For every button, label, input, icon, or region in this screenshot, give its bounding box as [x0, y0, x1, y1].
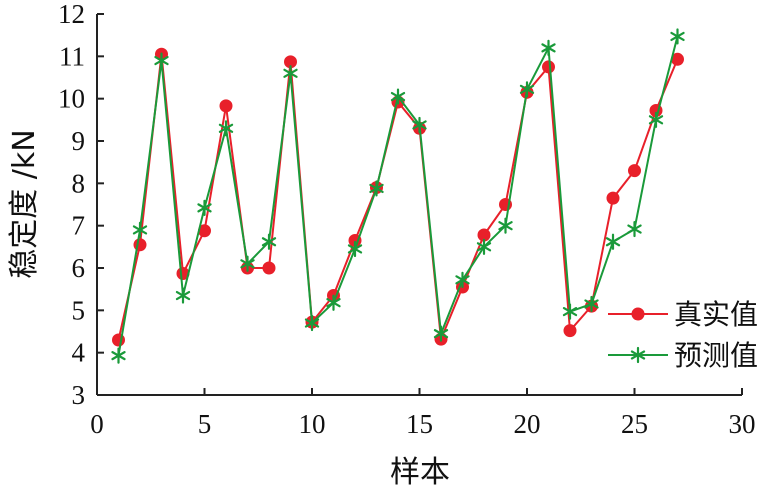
- legend: 真实值 预测值: [608, 298, 758, 372]
- data-point: [455, 271, 470, 288]
- data-point: [390, 88, 406, 105]
- data-point: [476, 238, 492, 255]
- star-stroke: [476, 242, 492, 252]
- axes: [96, 14, 742, 396]
- data-point: [132, 221, 148, 238]
- data-point: [175, 287, 191, 304]
- y-tick-label: 8: [72, 168, 86, 198]
- data-point: [261, 233, 277, 250]
- data-point: [605, 233, 621, 250]
- star-stroke: [498, 221, 513, 231]
- legend-circle: [631, 307, 645, 321]
- series-layer: [111, 28, 685, 364]
- data-point: [606, 191, 620, 205]
- x-tick-label: 15: [406, 409, 433, 439]
- data-point: [219, 99, 233, 113]
- data-point: [240, 255, 255, 272]
- data-point: [111, 347, 126, 364]
- star-stroke: [347, 244, 363, 254]
- star-stroke: [390, 91, 406, 102]
- star-stroke: [197, 203, 212, 213]
- data-point: [304, 314, 320, 332]
- star-stroke: [283, 68, 298, 78]
- star-stroke: [240, 259, 255, 269]
- data-point: [563, 324, 577, 338]
- y-tick-label: 7: [72, 211, 86, 241]
- data-point: [197, 199, 212, 216]
- data-point: [541, 39, 556, 56]
- y-tick-label: 10: [58, 84, 85, 114]
- data-point: [670, 28, 685, 45]
- y-tick-label: 4: [72, 338, 86, 368]
- series-predicted-values: [111, 28, 685, 364]
- ticks: 0 5 10 15 20 25 30 3 4 5 6 7 8 9 10 11 12: [58, 0, 756, 439]
- star-stroke: [132, 225, 148, 235]
- data-point: [433, 325, 449, 342]
- data-point: [648, 111, 664, 128]
- star-stroke: [218, 123, 234, 133]
- data-point: [283, 65, 298, 82]
- star-stroke: [455, 275, 470, 285]
- star-stroke: [541, 43, 556, 53]
- data-point: [369, 180, 384, 197]
- star-stroke: [627, 224, 642, 234]
- series-true-values: [112, 47, 684, 347]
- star-stroke: [584, 299, 599, 309]
- x-axis-title: 样本: [390, 455, 450, 490]
- legend-star: [630, 346, 646, 364]
- y-tick-label: 3: [72, 380, 86, 410]
- data-point: [262, 261, 276, 275]
- y-tick-label: 5: [72, 295, 86, 325]
- y-tick-label: 9: [72, 126, 86, 156]
- x-tick-label: 0: [90, 409, 104, 439]
- data-point: [542, 60, 555, 74]
- legend-label-pred: 预测值: [674, 339, 758, 372]
- y-tick-label: 6: [72, 253, 86, 283]
- x-tick-label: 30: [729, 409, 756, 439]
- star-stroke: [648, 115, 664, 125]
- legend-label-true: 真实值: [674, 298, 758, 331]
- star-stroke: [175, 290, 191, 301]
- y-tick-label: 12: [58, 0, 85, 29]
- x-tick-label: 25: [621, 409, 648, 439]
- data-point: [627, 220, 642, 238]
- star-stroke: [369, 183, 384, 194]
- data-point: [562, 303, 578, 320]
- star-stroke: [326, 298, 341, 308]
- star-stroke: [154, 55, 169, 66]
- star-stroke: [304, 318, 320, 328]
- x-tick-label: 20: [514, 409, 541, 439]
- legend-marker-true: [631, 307, 645, 321]
- data-point: [218, 120, 234, 137]
- x-tick-label: 5: [198, 409, 212, 439]
- star-stroke: [261, 237, 277, 247]
- data-point: [347, 240, 363, 258]
- star-stroke: [670, 31, 685, 42]
- data-point: [584, 295, 599, 313]
- star-stroke: [562, 307, 578, 317]
- star-stroke: [630, 350, 646, 360]
- star-stroke: [519, 84, 535, 94]
- star-stroke: [111, 351, 126, 361]
- y-axis-title: 稳定度 /kN: [7, 129, 42, 278]
- data-point: [628, 164, 641, 178]
- x-tick-label: 10: [299, 409, 326, 439]
- y-tick-label: 11: [59, 41, 85, 71]
- data-point: [412, 116, 427, 134]
- data-point: [519, 81, 535, 98]
- legend-marker-pred: [630, 346, 646, 364]
- data-point: [326, 294, 341, 311]
- data-point: [498, 217, 513, 234]
- star-stroke: [433, 329, 449, 339]
- star-stroke: [605, 237, 621, 247]
- data-point: [154, 52, 169, 69]
- star-stroke: [412, 120, 427, 130]
